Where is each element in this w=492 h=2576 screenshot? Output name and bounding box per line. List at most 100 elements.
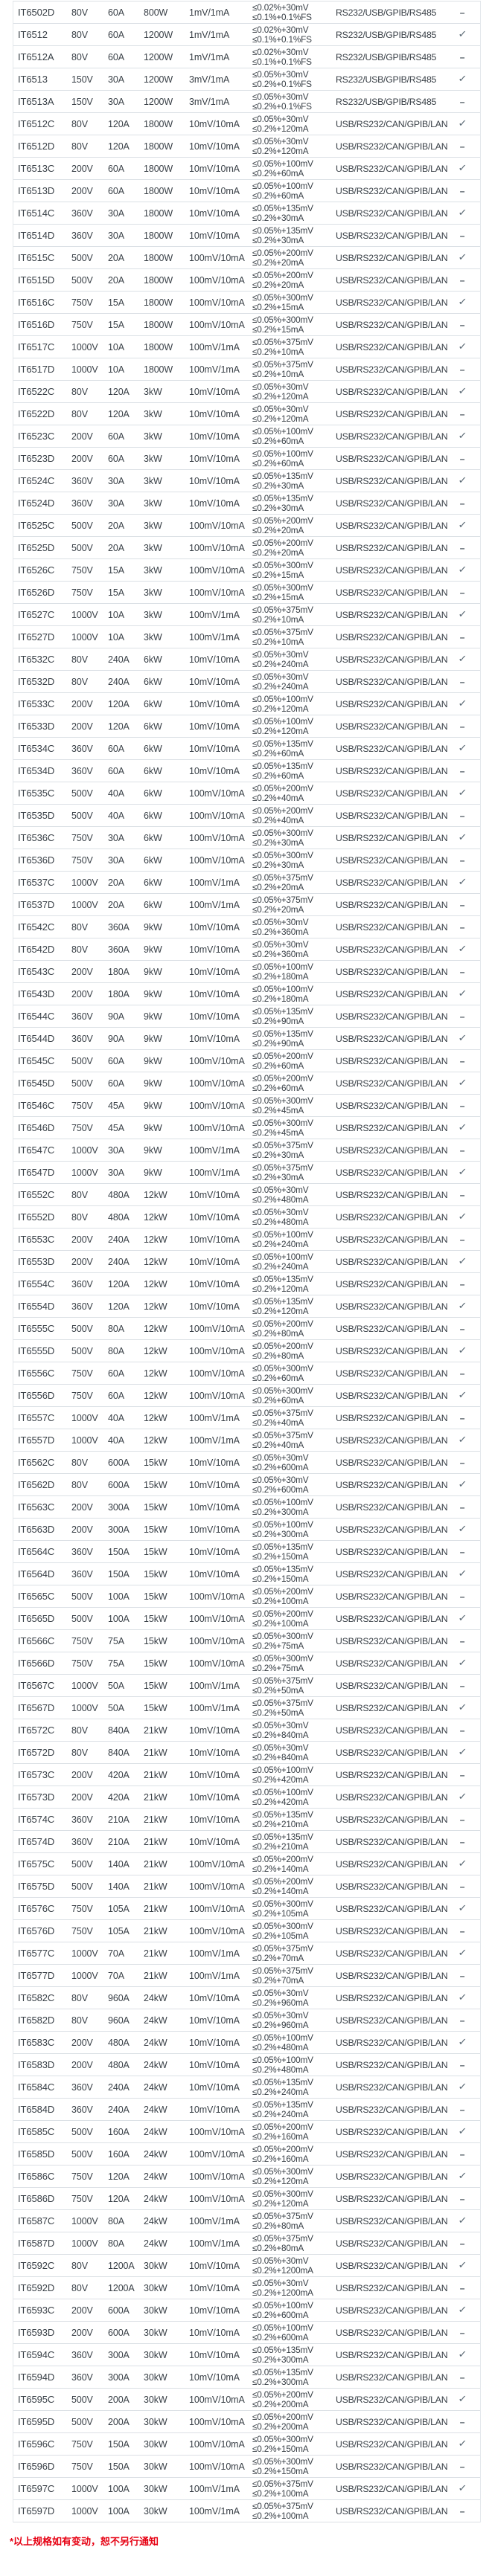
accuracy-cell: ≤0.05%+100mV ≤0.2%+420mA (252, 1764, 336, 1786)
interfaces-cell: USB/RS232/CAN/GPIB/LAN (336, 185, 448, 196)
current-cell: 20A (108, 520, 124, 531)
power-cell: 3kW (144, 609, 162, 620)
accuracy-voltage-line: ≤0.05%+200mV (252, 537, 313, 548)
accuracy-current-line: ≤0.2%+210mA (252, 1841, 309, 1852)
mark-cell: – (451, 2099, 480, 2120)
accuracy-voltage-line: ≤0.05%+300mV (252, 2166, 313, 2177)
accuracy-cell: ≤0.05%+30mV ≤0.2%+360mA (252, 916, 336, 938)
model-cell: IT6533D (18, 721, 55, 732)
check-icon: ✓ (457, 988, 467, 999)
voltage-cell: 360V (71, 230, 93, 241)
model-cell: IT6534C (18, 743, 55, 754)
power-cell: 21kW (144, 1791, 167, 1803)
accuracy-current-line: ≤0.2%+240mA (252, 1238, 309, 1249)
current-cell: 600A (108, 2327, 130, 2338)
model-cell: IT6572C (18, 1725, 55, 1736)
mark-cell: – (451, 1318, 480, 1339)
dash-icon: – (459, 2416, 465, 2427)
model-cell: IT6556D (18, 1390, 55, 1401)
accuracy-voltage-line: ≤0.05%+135mV (252, 1005, 313, 1017)
interfaces-cell: USB/RS232/CAN/GPIB/LAN (336, 163, 448, 174)
interfaces-cell: USB/RS232/CAN/GPIB/LAN (336, 2305, 448, 2316)
accuracy-cell: ≤0.05%+300mV ≤0.2%+60mA (252, 1385, 336, 1406)
model-cell: IT6587D (18, 2238, 55, 2249)
model-cell: IT6552C (18, 1189, 55, 1200)
power-cell: 1800W (144, 364, 173, 375)
accuracy-current-line: ≤0.2%+10mA (252, 636, 304, 647)
model-cell: IT6524D (18, 498, 55, 509)
dash-icon: – (459, 1501, 465, 1513)
accuracy-cell: ≤0.05%+300mV ≤0.2%+120mA (252, 2166, 336, 2187)
mark-cell: ✓ (451, 648, 480, 670)
accuracy-voltage-line: ≤0.05%+135mV (252, 1028, 313, 1039)
current-cell: 40A (108, 788, 124, 799)
accuracy-voltage-line: ≤0.05%+300mV (252, 292, 313, 303)
mark-cell: ✓ (451, 1162, 480, 1183)
accuracy-voltage-line: ≤0.02%+30mV (252, 46, 309, 57)
voltage-cell: 750V (71, 2461, 93, 2472)
current-cell: 480A (108, 2059, 130, 2070)
voltage-cell: 360V (71, 475, 93, 486)
resolution-cell: 100mV/1mA (189, 2505, 240, 2517)
interfaces-cell: RS232/USB/GPIB/RS485 (336, 7, 437, 18)
interfaces-cell: USB/RS232/CAN/GPIB/LAN (336, 1680, 448, 1691)
resolution-cell: 10mV/10mA (189, 408, 240, 419)
model-cell: IT6513D (18, 185, 55, 196)
interfaces-cell: USB/RS232/CAN/GPIB/LAN (336, 207, 448, 219)
power-cell: 21kW (144, 1725, 167, 1736)
model-cell: IT6557C (18, 1412, 55, 1423)
power-cell: 3kW (144, 587, 162, 598)
accuracy-voltage-line: ≤0.05%+135mV (252, 1541, 313, 1552)
resolution-cell: 100mV/1mA (189, 1167, 240, 1178)
accuracy-voltage-line: ≤0.05%+300mV (252, 1652, 313, 1664)
interfaces-cell: USB/RS232/CAN/GPIB/LAN (336, 542, 448, 553)
power-cell: 30kW (144, 2483, 167, 2494)
mark-cell: – (451, 1719, 480, 1741)
accuracy-cell: ≤0.05%+375mV ≤0.2%+20mA (252, 872, 336, 893)
resolution-cell: 10mV/10mA (189, 498, 240, 509)
resolution-cell: 10mV/10mA (189, 2327, 240, 2338)
current-cell: 30A (108, 74, 124, 85)
table-row: IT6516D 750V 15A 1800W 100mV/10mA ≤0.05%+300m… (13, 314, 480, 336)
dash-icon: – (459, 1011, 465, 1022)
accuracy-current-line: ≤0.2%+20mA (252, 524, 304, 535)
accuracy-cell: ≤0.05%+30mV ≤0.2%+120mA (252, 135, 336, 157)
model-cell: IT6574C (18, 1814, 55, 1825)
accuracy-cell: ≤0.05%+200mV ≤0.2%+160mA (252, 2143, 336, 2165)
accuracy-voltage-line: ≤0.05%+30mV (252, 938, 309, 950)
accuracy-voltage-line: ≤0.05%+30mV (252, 1184, 309, 1195)
accuracy-cell: ≤0.05%+375mV ≤0.2%+10mA (252, 604, 336, 625)
interfaces-cell: USB/RS232/CAN/GPIB/LAN (336, 899, 448, 910)
resolution-cell: 10mV/10mA (189, 1011, 240, 1022)
interfaces-cell: USB/RS232/CAN/GPIB/LAN (336, 2148, 448, 2160)
table-row: IT6514C 360V 30A 1800W 10mV/10mA ≤0.05%+135mV… (13, 202, 480, 225)
table-row: IT6514D 360V 30A 1800W 10mV/10mA ≤0.05%+135mV… (13, 225, 480, 247)
current-cell: 80A (108, 1323, 124, 1334)
mark-cell: – (451, 894, 480, 915)
check-icon: ✓ (457, 297, 467, 308)
mark-cell: – (451, 961, 480, 982)
table-row: IT6526D 750V 15A 3kW 100mV/10mA ≤0.05%+300mV ≤… (13, 582, 480, 604)
interfaces-cell: USB/RS232/CAN/GPIB/LAN (336, 341, 448, 352)
model-cell: IT6595D (18, 2416, 55, 2427)
accuracy-voltage-line: ≤0.05%+30mV (252, 1206, 309, 1217)
resolution-cell: 100mV/10mA (189, 1881, 245, 1892)
accuracy-voltage-line: ≤0.05%+100mV (252, 1496, 313, 1507)
resolution-cell: 100mV/10mA (189, 810, 245, 821)
current-cell: 240A (108, 1256, 130, 1267)
accuracy-cell: ≤0.05%+100mV ≤0.2%+480mA (252, 2032, 336, 2053)
table-row: IT6517D 1000V 10A 1800W 100mV/1mA ≤0.05%+375m… (13, 358, 480, 381)
power-cell: 30kW (144, 2305, 167, 2316)
table-row: IT6523C 200V 60A 3kW 10mV/10mA ≤0.05%+100mV ≤0… (13, 425, 480, 448)
accuracy-voltage-line: ≤0.05%+375mV (252, 1429, 313, 1440)
power-cell: 15kW (144, 1546, 167, 1557)
current-cell: 160A (108, 2126, 130, 2137)
accuracy-voltage-line: ≤0.05%+100mV (252, 983, 313, 994)
accuracy-cell: ≤0.05%+200mV ≤0.2%+20mA (252, 269, 336, 291)
model-cell: IT6563D (18, 1524, 55, 1535)
table-row: IT6502D 80V 60A 800W 1mV/1mA ≤0.02%+30mV ≤0.1%… (13, 1, 480, 24)
model-cell: IT6553D (18, 1256, 55, 1267)
accuracy-voltage-line: ≤0.05%+200mV (252, 2411, 313, 2422)
check-icon: ✓ (457, 431, 467, 442)
accuracy-voltage-line: ≤0.05%+200mV (252, 515, 313, 526)
